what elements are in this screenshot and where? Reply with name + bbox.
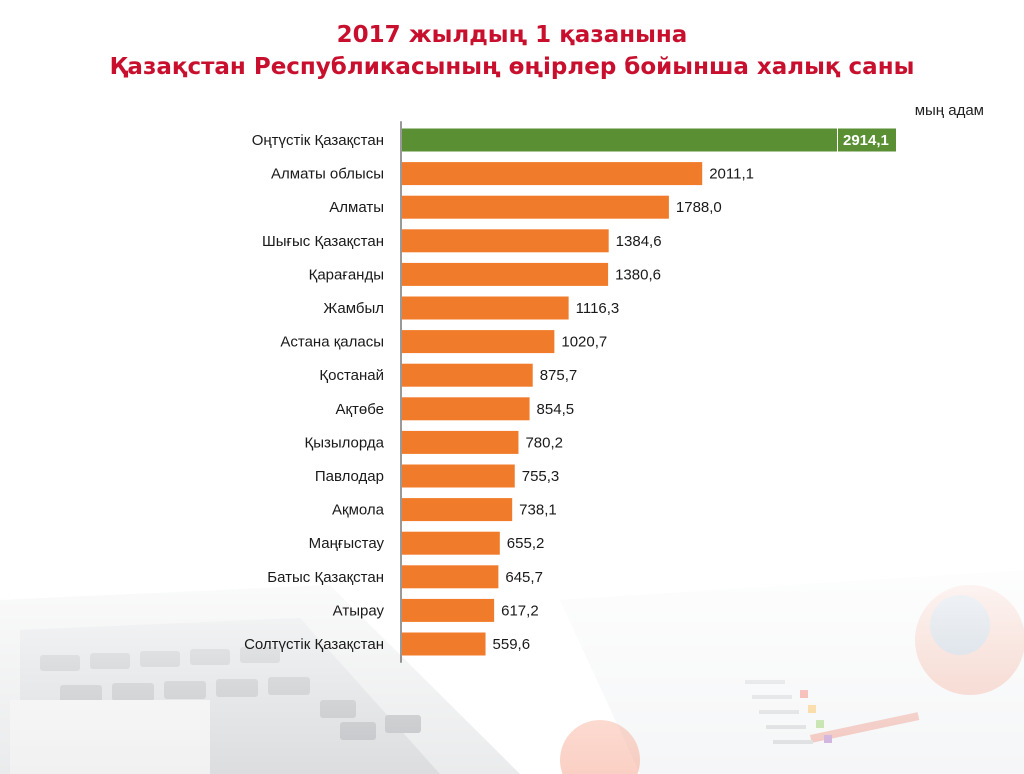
bar — [402, 632, 486, 656]
bar — [402, 363, 533, 387]
category-label: Алматы — [329, 199, 384, 216]
unit-label: мың адам — [914, 102, 984, 119]
category-label: Батыс Қазақстан — [267, 569, 384, 586]
category-label: Қарағанды — [309, 266, 384, 283]
bar — [402, 464, 515, 488]
chart-title-line-1: 2017 жылдың 1 қазанына — [336, 22, 688, 48]
value-label: 1788,0 — [676, 199, 722, 216]
category-label: Оңтүстік Қазақстан — [252, 132, 384, 149]
bar — [402, 262, 609, 286]
bar — [402, 162, 703, 186]
value-label: 1116,3 — [576, 300, 620, 317]
bars — [402, 128, 837, 656]
value-label: 617,2 — [501, 602, 539, 619]
bar — [402, 531, 500, 555]
value-labels: 2914,1 2011,1 1788,0 1384,6 1380,6 1116,3 1020… — [493, 128, 896, 653]
category-label: Ақмола — [332, 502, 385, 519]
bar — [402, 128, 837, 152]
category-label: Қостанай — [319, 367, 384, 384]
value-label: 854,5 — [537, 401, 575, 418]
value-label: 755,3 — [522, 468, 560, 485]
value-label: 1020,7 — [561, 334, 607, 351]
value-label: 645,7 — [505, 569, 543, 586]
bar — [402, 229, 609, 253]
category-label: Павлодар — [315, 468, 384, 485]
chart-title-line-2: Қазақстан Республикасының өңірлер бойынш… — [109, 54, 915, 80]
category-label: Ақтөбе — [335, 401, 384, 418]
value-label-box — [838, 128, 896, 152]
bar — [402, 598, 495, 622]
category-label: Солтүстік Қазақстан — [244, 636, 384, 653]
bar — [402, 498, 513, 522]
category-label: Астана қаласы — [280, 334, 384, 351]
category-labels: Оңтүстік Қазақстан Алматы облысы Алматы Шығ… — [244, 132, 385, 653]
bar — [402, 296, 569, 320]
bar — [402, 397, 530, 421]
category-label: Жамбыл — [323, 300, 384, 317]
bar — [402, 330, 555, 354]
category-label: Қызылорда — [304, 434, 384, 451]
value-label: 2011,1 — [709, 166, 754, 183]
category-label: Алматы облысы — [271, 166, 384, 183]
value-label: 1380,6 — [615, 266, 661, 283]
bar — [402, 565, 499, 589]
bar — [402, 195, 669, 219]
value-label: 875,7 — [540, 367, 578, 384]
category-label: Атырау — [333, 602, 385, 619]
value-label: 655,2 — [507, 535, 545, 552]
category-label: Маңғыстау — [309, 535, 385, 552]
value-label: 738,1 — [519, 502, 557, 519]
value-label: 1384,6 — [616, 233, 662, 250]
value-label: 559,6 — [493, 636, 531, 653]
value-label: 2914,1 — [843, 132, 889, 149]
value-label: 780,2 — [525, 434, 563, 451]
bar — [402, 430, 519, 454]
category-label: Шығыс Қазақстан — [262, 233, 384, 250]
